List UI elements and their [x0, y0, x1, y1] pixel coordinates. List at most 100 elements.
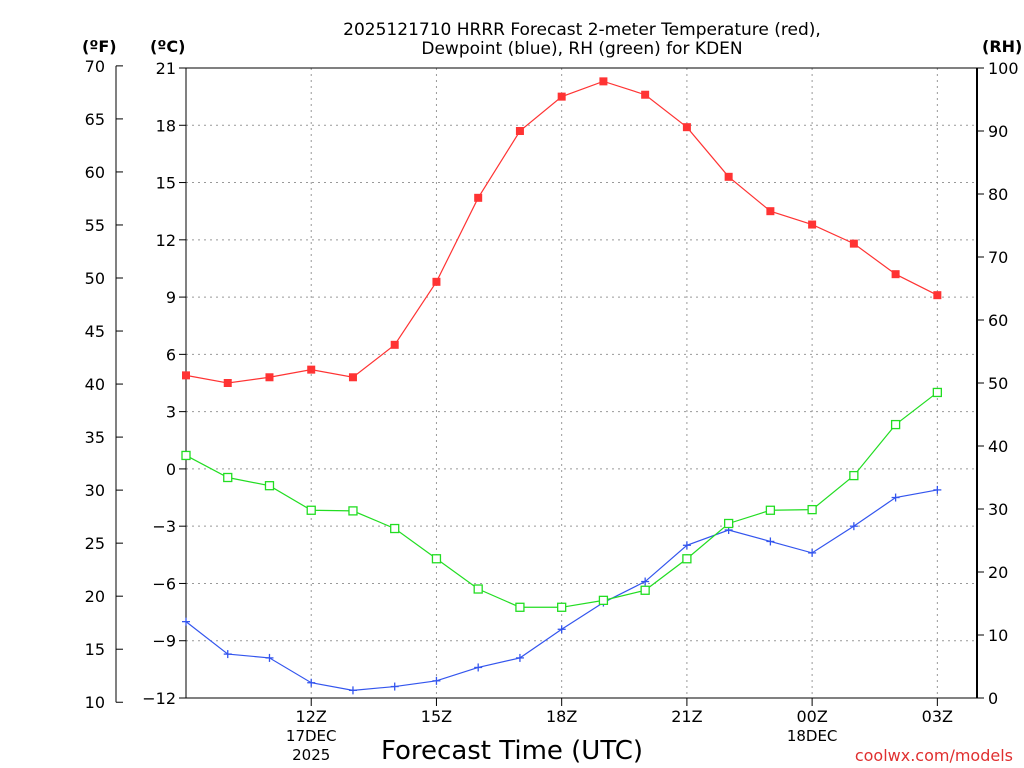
rh-point — [390, 523, 400, 534]
celsius-tick-label: −9 — [152, 632, 176, 651]
rh-point — [431, 554, 442, 564]
temperature-point — [182, 371, 190, 380]
temperature-point — [682, 123, 691, 132]
temperature-point — [808, 220, 817, 229]
rh-point — [932, 387, 942, 398]
fahrenheit-tick-label: 50 — [85, 269, 105, 288]
dewpoint-point — [641, 577, 650, 586]
rh-line — [185, 391, 938, 608]
x-tick-label: 12Z — [296, 707, 327, 726]
rh-tick-label: 80 — [988, 185, 1008, 204]
rh-tick-label: 40 — [988, 437, 1008, 456]
rh-tick-label: 100 — [988, 59, 1019, 78]
celsius-tick-label: 12 — [156, 231, 176, 250]
fahrenheit-tick-label: 60 — [85, 163, 105, 182]
rh-point — [890, 419, 901, 430]
rh-point — [306, 505, 316, 515]
x-tick-label: 03Z — [922, 707, 953, 726]
rh-point — [723, 518, 734, 529]
temperature-point — [849, 239, 858, 248]
dewpoint-point — [474, 663, 483, 672]
x-date-label: 18DEC — [787, 727, 838, 745]
fahrenheit-tick-label: 25 — [85, 534, 105, 553]
rh-point — [181, 450, 191, 461]
celsius-tick-label: 21 — [156, 59, 176, 78]
dewpoint-point — [307, 678, 316, 687]
temperature-point — [599, 77, 608, 86]
rh-tick-label: 70 — [988, 248, 1008, 267]
dewpoint-point — [891, 493, 900, 502]
temperature-point — [933, 291, 942, 300]
fahrenheit-tick-label: 30 — [85, 481, 105, 500]
dewpoint-point — [766, 537, 775, 546]
rh-point — [223, 472, 233, 483]
celsius-tick-label: −12 — [142, 689, 176, 708]
fahrenheit-tick-label: 65 — [85, 110, 105, 129]
dewpoint-point — [265, 653, 274, 662]
rh-point — [515, 602, 525, 612]
celsius-tick-label: −3 — [152, 517, 176, 536]
rh-tick-label: 0 — [988, 689, 998, 708]
rh-point — [348, 506, 358, 516]
dewpoint-point — [557, 625, 566, 634]
x-tick-label: 00Z — [796, 707, 827, 726]
temperature-point — [390, 340, 399, 349]
fahrenheit-tick-label: 20 — [85, 587, 105, 606]
rh-tick-label: 60 — [988, 311, 1008, 330]
temperature-point — [348, 373, 357, 382]
x-tick-label: 18Z — [546, 707, 577, 726]
rh-unit-label: (RH) — [982, 37, 1022, 56]
temperature-point — [515, 127, 524, 135]
fahrenheit-tick-label: 40 — [85, 375, 105, 394]
rh-tick-label: 10 — [988, 626, 1008, 645]
axes: −12−9−6−30369121518211015202530354045505… — [85, 57, 1019, 764]
celsius-tick-label: −6 — [152, 574, 176, 593]
dewpoint-point — [390, 682, 399, 691]
celsius-tick-label: 0 — [166, 460, 176, 479]
celsius-unit-label: (ºC) — [150, 37, 185, 56]
celsius-tick-label: 18 — [156, 116, 176, 135]
x-tick-label: 21Z — [671, 707, 702, 726]
rh-point — [849, 470, 859, 481]
temperature-point — [265, 373, 274, 382]
temperature-point — [432, 277, 441, 286]
temperature-line — [185, 80, 938, 384]
rh-tick-label: 20 — [988, 563, 1008, 582]
credit-text: coolwx.com/models — [855, 746, 1013, 765]
dewpoint-point — [933, 485, 942, 494]
dewpoint-point — [515, 653, 524, 662]
rh-point — [473, 584, 483, 594]
rh-tick-label: 30 — [988, 500, 1008, 519]
fahrenheit-tick-label: 35 — [85, 428, 105, 447]
chart-title-line2: Dewpoint (blue), RH (green) for KDEN — [421, 39, 742, 59]
series-layer — [181, 77, 942, 695]
fahrenheit-tick-label: 70 — [85, 57, 105, 76]
x-date-label: 17DEC — [286, 727, 337, 745]
rh-point — [807, 504, 817, 515]
celsius-tick-label: 6 — [166, 345, 176, 364]
x-year-label: 2025 — [292, 746, 330, 764]
rh-point — [557, 602, 567, 612]
fahrenheit-tick-label: 15 — [85, 640, 105, 659]
dewpoint-point — [223, 650, 232, 659]
temperature-point — [557, 92, 566, 101]
temperature-point — [724, 172, 733, 181]
celsius-tick-label: 15 — [156, 174, 176, 193]
fahrenheit-tick-label: 10 — [85, 693, 105, 712]
celsius-tick-label: 3 — [166, 403, 176, 422]
temperature-point — [766, 207, 775, 216]
temperature-point — [474, 193, 483, 202]
rh-point — [765, 505, 776, 515]
dewpoint-point — [849, 522, 858, 531]
temperature-point — [223, 379, 232, 387]
rh-point — [264, 481, 275, 491]
rh-point — [640, 585, 650, 595]
dewpoint-point — [682, 541, 691, 550]
dewpoint-point — [182, 617, 190, 626]
celsius-tick-label: 9 — [166, 288, 176, 307]
dewpoint-point — [808, 548, 817, 557]
rh-tick-label: 90 — [988, 122, 1008, 141]
dewpoint-point — [432, 676, 441, 685]
chart-title-line1: 2025121710 HRRR Forecast 2-meter Tempera… — [343, 20, 821, 40]
